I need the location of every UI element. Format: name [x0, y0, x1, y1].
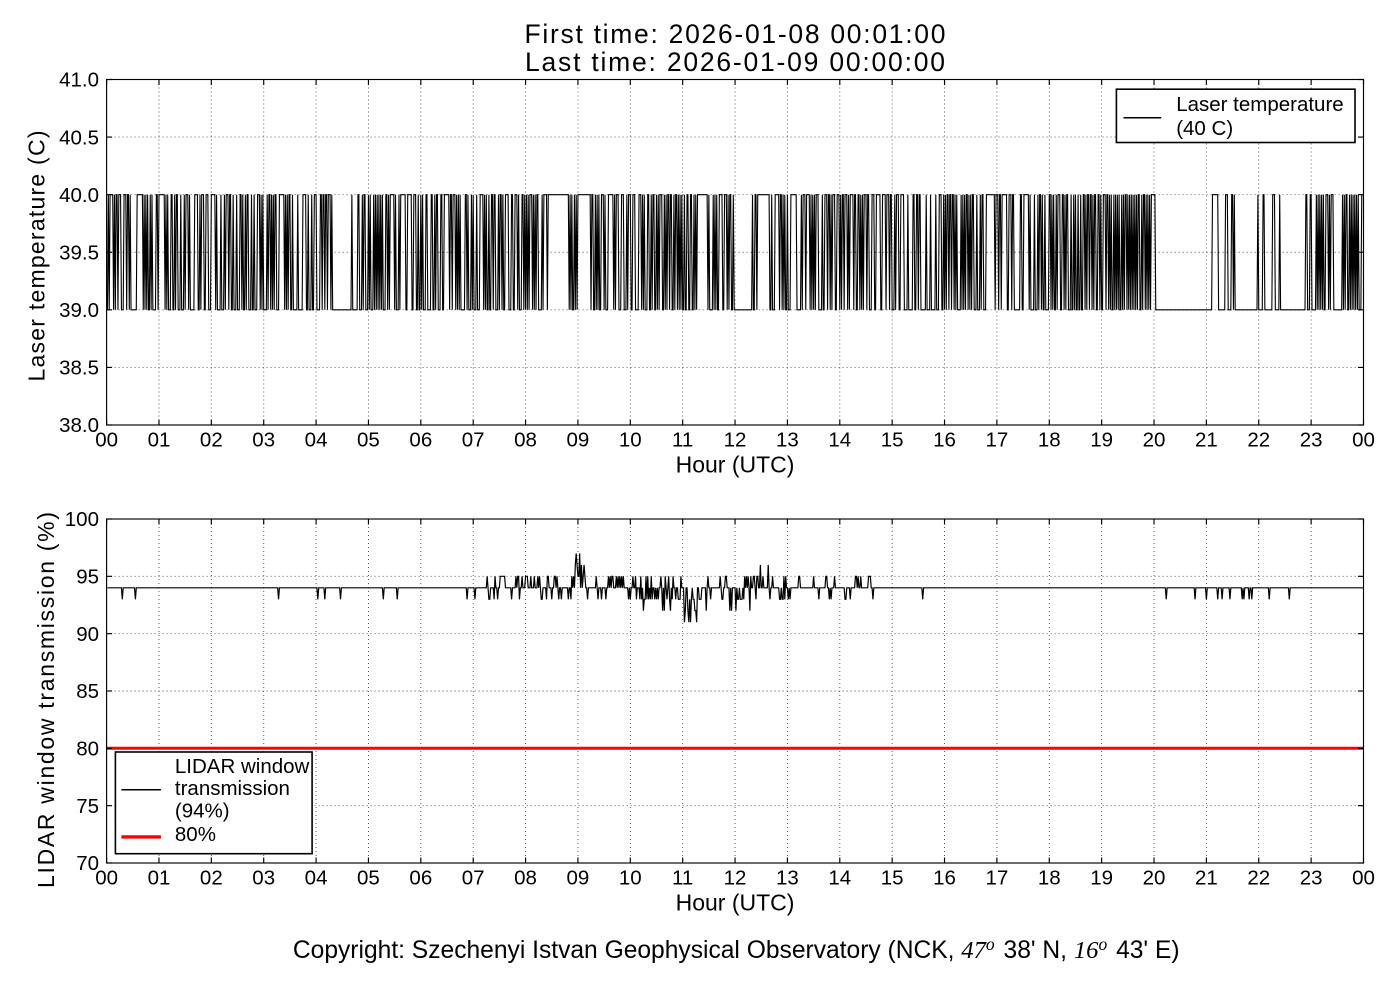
svg-text:90: 90 [76, 623, 99, 646]
svg-text:20: 20 [1143, 429, 1166, 452]
svg-text:08: 08 [514, 429, 537, 452]
svg-text:Laser temperature: Laser temperature [1176, 93, 1344, 116]
svg-text:15: 15 [881, 867, 904, 890]
svg-text:10: 10 [619, 429, 642, 452]
svg-text:02: 02 [200, 429, 223, 452]
svg-text:02: 02 [200, 867, 223, 890]
svg-text:04: 04 [305, 867, 328, 890]
svg-text:39.0: 39.0 [59, 299, 99, 322]
svg-text:15: 15 [881, 429, 904, 452]
svg-text:Copyright: Szechenyi Istvan Ge: Copyright: Szechenyi Istvan Geophysical … [293, 934, 1180, 964]
svg-text:13: 13 [776, 867, 799, 890]
svg-text:11: 11 [672, 429, 693, 452]
svg-text:22: 22 [1247, 867, 1270, 890]
svg-text:16: 16 [933, 429, 956, 452]
svg-text:19: 19 [1090, 429, 1113, 452]
svg-text:00: 00 [95, 429, 118, 452]
svg-text:20: 20 [1143, 867, 1166, 890]
svg-text:80: 80 [76, 738, 99, 761]
svg-text:40.5: 40.5 [59, 126, 99, 149]
svg-text:LIDAR window transmission (%): LIDAR window transmission (%) [33, 512, 59, 888]
svg-text:(94%): (94%) [175, 799, 230, 822]
svg-text:100: 100 [65, 508, 99, 531]
svg-text:17: 17 [985, 429, 1008, 452]
svg-text:06: 06 [409, 429, 432, 452]
svg-text:Last time: 2026-01-09 00:00:00: Last time: 2026-01-09 00:00:00 [525, 47, 945, 77]
svg-text:transmission: transmission [175, 777, 290, 800]
svg-text:18: 18 [1038, 429, 1061, 452]
svg-text:00: 00 [1352, 429, 1375, 452]
svg-text:00: 00 [95, 867, 118, 890]
svg-text:75: 75 [76, 795, 99, 818]
svg-text:03: 03 [252, 867, 275, 890]
svg-text:04: 04 [305, 429, 328, 452]
svg-text:09: 09 [567, 429, 590, 452]
svg-text:09: 09 [567, 867, 590, 890]
svg-text:12: 12 [724, 429, 747, 452]
svg-text:12: 12 [724, 867, 747, 890]
svg-text:16: 16 [933, 867, 956, 890]
svg-text:Laser temperature (C): Laser temperature (C) [24, 131, 50, 382]
svg-text:05: 05 [357, 867, 380, 890]
svg-text:10: 10 [619, 867, 642, 890]
svg-text:LIDAR window: LIDAR window [175, 755, 310, 778]
svg-text:08: 08 [514, 867, 537, 890]
svg-text:07: 07 [462, 429, 485, 452]
svg-text:14: 14 [828, 867, 851, 890]
svg-text:22: 22 [1247, 429, 1270, 452]
svg-text:85: 85 [76, 680, 99, 703]
svg-text:14: 14 [828, 429, 851, 452]
svg-text:38.0: 38.0 [59, 414, 99, 437]
svg-text:00: 00 [1352, 867, 1375, 890]
svg-text:23: 23 [1300, 867, 1323, 890]
svg-text:80%: 80% [175, 823, 216, 846]
svg-text:23: 23 [1300, 429, 1323, 452]
svg-text:05: 05 [357, 429, 380, 452]
svg-text:03: 03 [252, 429, 275, 452]
svg-text:21: 21 [1195, 867, 1218, 890]
svg-text:21: 21 [1195, 429, 1218, 452]
svg-text:19: 19 [1090, 867, 1113, 890]
svg-text:17: 17 [985, 867, 1008, 890]
svg-text:Hour (UTC): Hour (UTC) [676, 452, 795, 478]
svg-text:(40 C): (40 C) [1176, 117, 1233, 140]
svg-text:11: 11 [672, 867, 693, 890]
svg-text:40.0: 40.0 [59, 184, 99, 207]
svg-text:39.5: 39.5 [59, 241, 99, 264]
svg-text:Hour (UTC): Hour (UTC) [676, 890, 795, 916]
svg-text:18: 18 [1038, 867, 1061, 890]
svg-text:First time: 2026-01-08 00:01:0: First time: 2026-01-08 00:01:00 [525, 19, 946, 49]
svg-text:06: 06 [409, 867, 432, 890]
svg-text:01: 01 [148, 867, 171, 890]
svg-text:38.5: 38.5 [59, 357, 99, 380]
svg-text:01: 01 [148, 429, 171, 452]
svg-text:13: 13 [776, 429, 799, 452]
svg-text:70: 70 [76, 852, 99, 875]
svg-text:95: 95 [76, 566, 99, 589]
svg-text:41.0: 41.0 [59, 69, 99, 92]
svg-text:07: 07 [462, 867, 485, 890]
